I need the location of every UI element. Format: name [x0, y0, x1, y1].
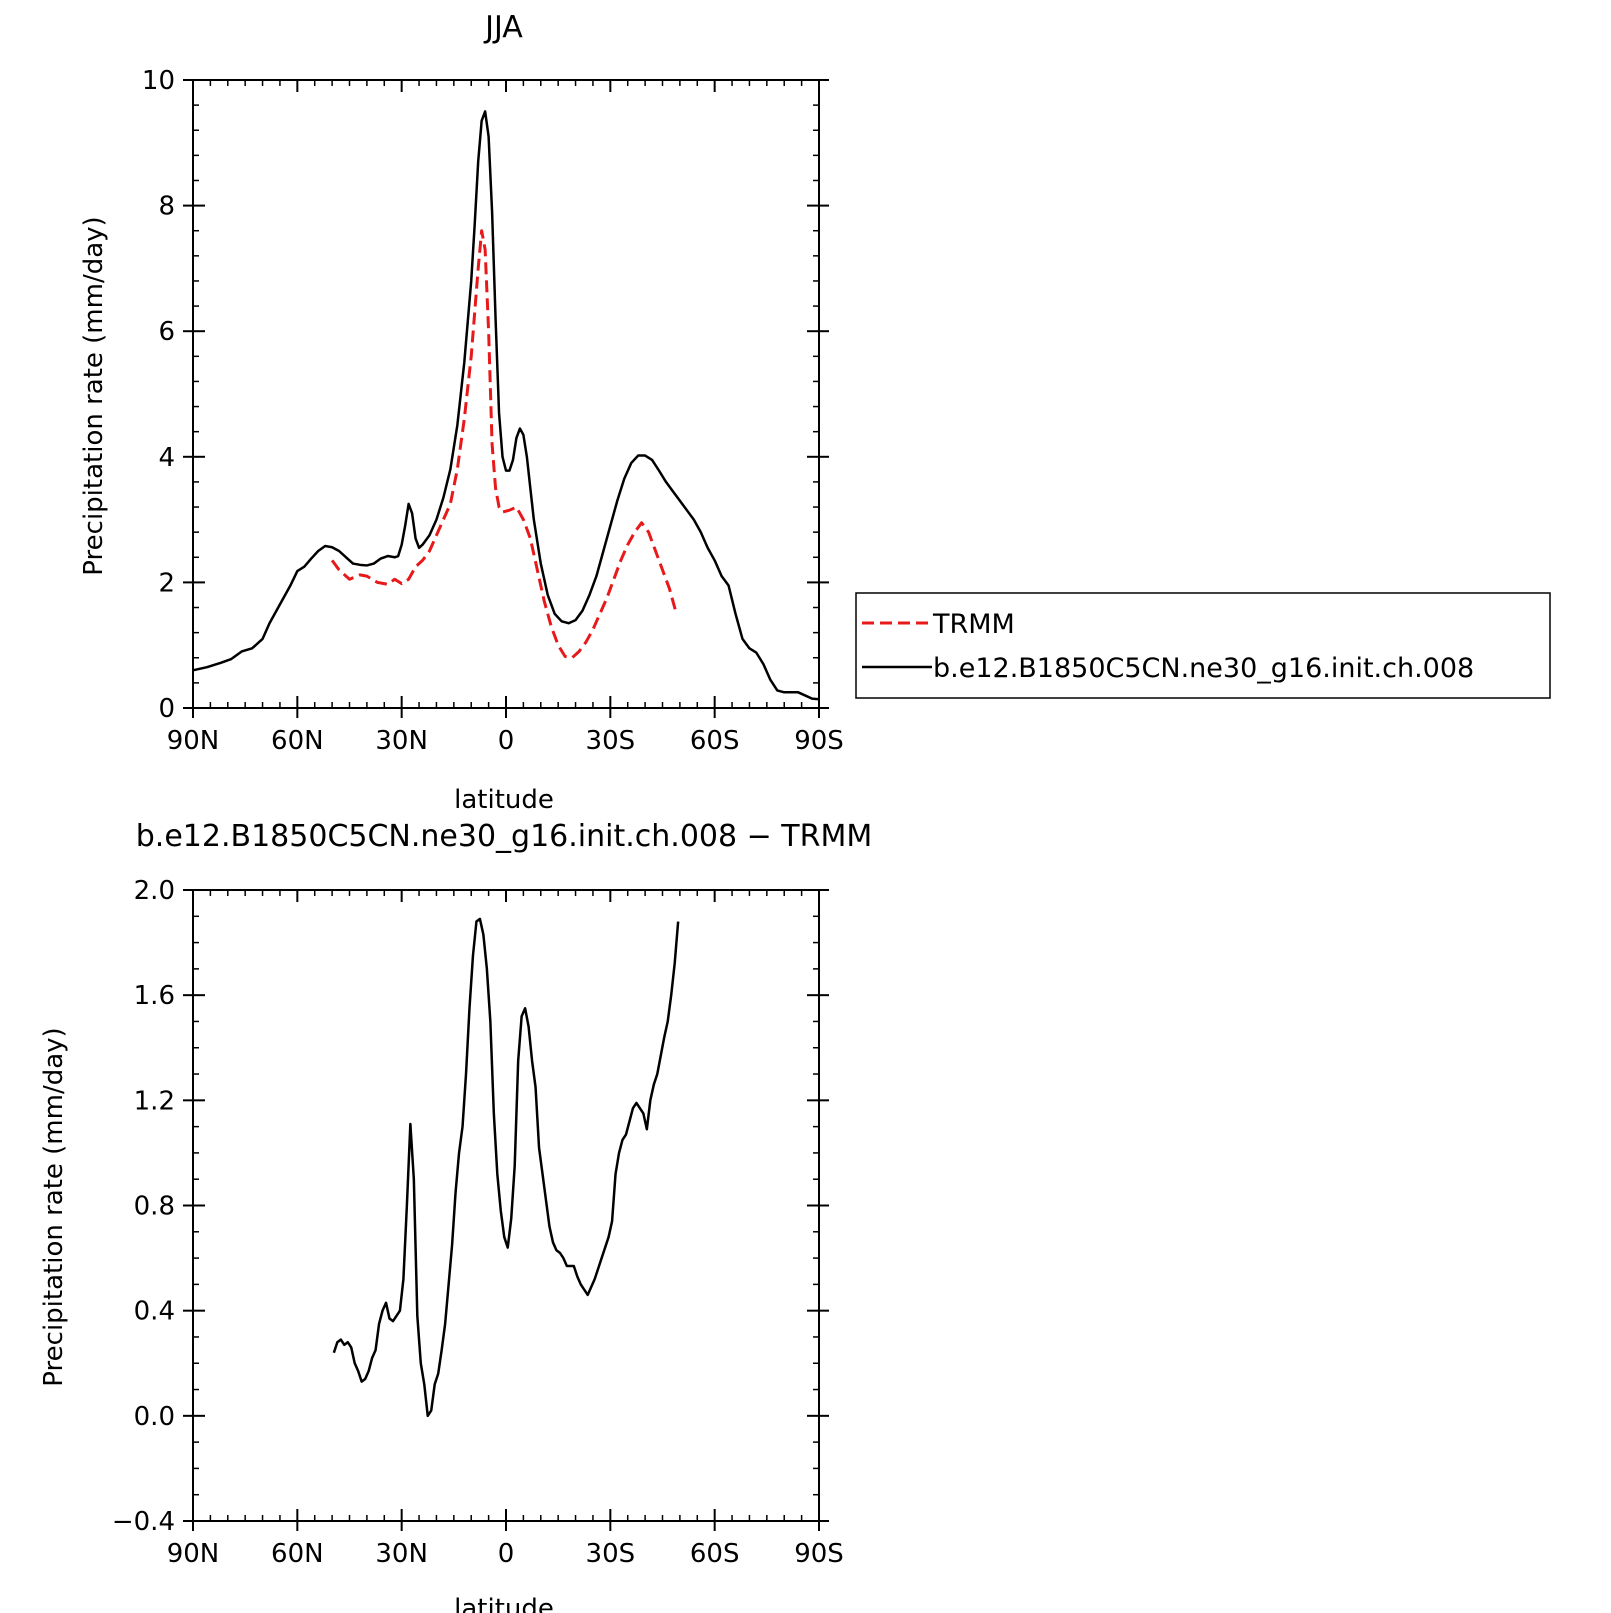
bottom-x-tick-label: 30N [375, 1539, 428, 1569]
bottom-y-tick-label: 0.8 [134, 1192, 175, 1222]
bottom-x-tick-label: 60N [271, 1539, 324, 1569]
bottom-x-tick-label: 90N [167, 1539, 220, 1569]
top-y-tick-label: 6 [158, 317, 175, 347]
top-y-tick-label: 8 [158, 192, 175, 222]
top-y-tick-label: 10 [142, 66, 175, 96]
top-x-tick-label: 60N [271, 726, 324, 756]
bottom-panel: b.e12.B1850C5CN.ne30_g16.init.ch.008 − T… [39, 819, 872, 1613]
top-x-tick-label: 60S [690, 726, 740, 756]
top-y-tick-label: 2 [158, 568, 175, 598]
bottom-y-tick-label: 0.0 [134, 1402, 175, 1432]
bottom-x-tick-label: 30S [586, 1539, 636, 1569]
bottom-series-line-0 [332, 917, 680, 1418]
bottom-y-tick-label: 1.6 [134, 981, 175, 1011]
bottom-y-tick-label: 1.2 [134, 1086, 175, 1116]
top-y-tick-label: 0 [158, 694, 175, 724]
bottom-plot-frame [192, 889, 820, 1522]
bottom-y-tick-label: 0.4 [134, 1297, 175, 1327]
top-x-tick-label: 30N [375, 726, 428, 756]
bottom-x-tick-label: 60S [690, 1539, 740, 1569]
legend-label-trmm: TRMM [932, 609, 1015, 640]
bottom-y-tick-label: −0.4 [112, 1507, 175, 1537]
top-x-axis-label: latitude [454, 785, 554, 815]
top-x-tick-label: 90S [794, 726, 844, 756]
legend-label-model: b.e12.B1850C5CN.ne30_g16.init.ch.008 [933, 653, 1474, 684]
bottom-plot-area: 90N 60N 30N 0 30S 60S 90S −0.4 0.0 0.4 0.8 1.2 1.6 2.… [112, 876, 844, 1569]
top-series-line-1 [192, 110, 820, 701]
bottom-chart-title: b.e12.B1850C5CN.ne30_g16.init.ch.008 − T… [136, 819, 872, 854]
top-plot-frame [192, 79, 820, 709]
bottom-y-tick-label: 2.0 [134, 876, 175, 906]
top-panel: JJA 90N 60N 30N 0 30S 60S 90S 0 2 4 6 8 10 Precipita… [79, 10, 844, 815]
bottom-x-axis-label: latitude [454, 1594, 554, 1613]
legend-box [855, 592, 1551, 699]
top-y-tick-label: 4 [158, 443, 175, 473]
bottom-y-axis-label: Precipitation rate (mm/day) [39, 1027, 69, 1386]
top-chart-title: JJA [483, 10, 523, 45]
top-y-axis-label: Precipitation rate (mm/day) [79, 216, 109, 575]
bottom-x-tick-label: 0 [498, 1539, 515, 1569]
bottom-x-tick-label: 90S [794, 1539, 844, 1569]
top-x-tick-label: 30S [586, 726, 636, 756]
top-x-tick-label: 90N [167, 726, 220, 756]
legend: TRMM b.e12.B1850C5CN.ne30_g16.init.ch.00… [855, 592, 1551, 699]
top-x-tick-label: 0 [498, 726, 515, 756]
top-series-line-0 [330, 229, 678, 660]
top-plot-area: 90N 60N 30N 0 30S 60S 90S 0 2 4 6 8 10 [142, 66, 844, 756]
